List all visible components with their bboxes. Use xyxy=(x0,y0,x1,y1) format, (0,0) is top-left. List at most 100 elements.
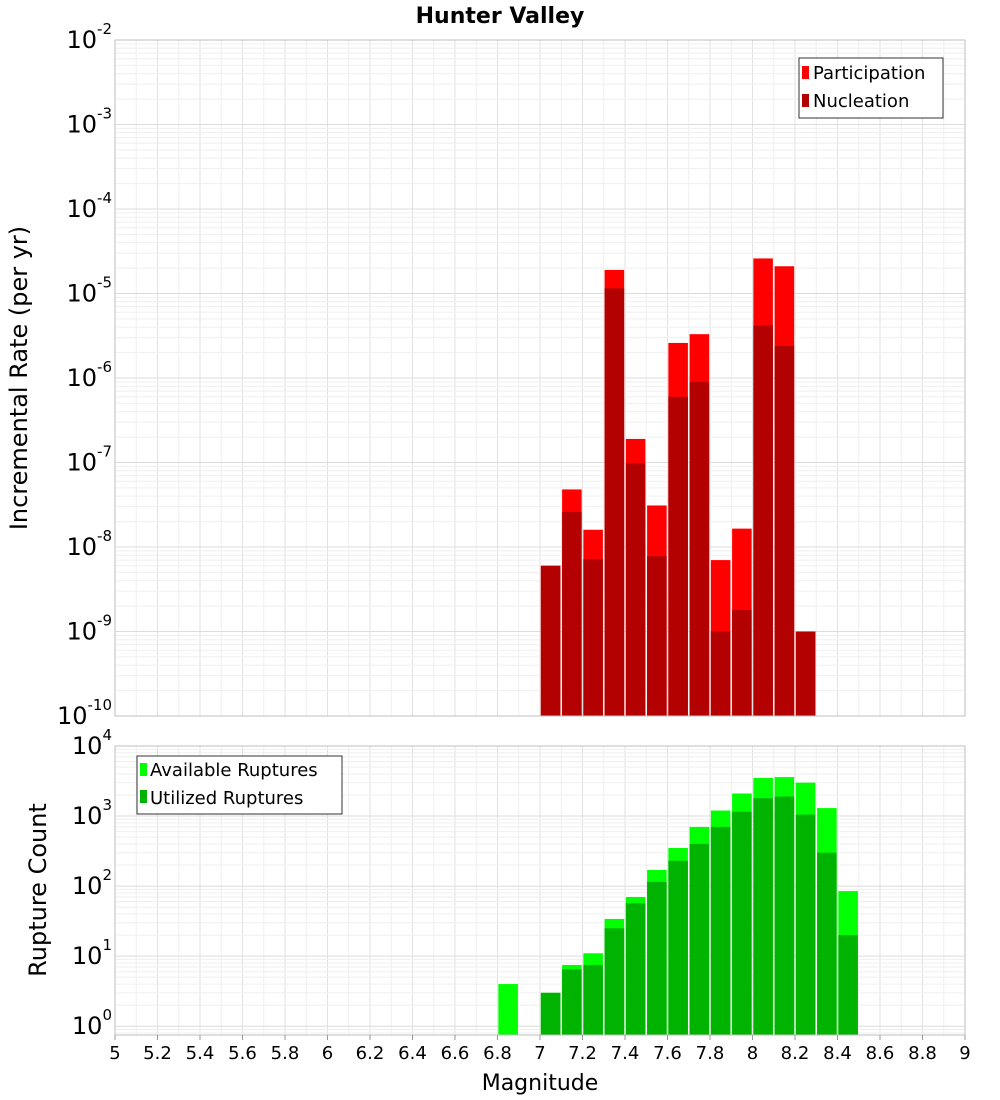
x-tick-label: 5 xyxy=(109,1043,120,1064)
y-tick-label: 10-5 xyxy=(66,274,112,308)
rate-bar-b xyxy=(540,565,561,716)
y-tick-base: 10 xyxy=(72,802,103,830)
rate-legend-box xyxy=(798,57,944,119)
rate-legend: Participation Nucleation xyxy=(798,57,944,119)
y-tick-base: 10 xyxy=(66,449,97,477)
x-tick-label: 8 xyxy=(747,1043,758,1064)
count-legend-box xyxy=(136,755,343,815)
y-tick-base: 10 xyxy=(66,618,97,646)
y-tick-exponent: 2 xyxy=(102,866,112,884)
count-y-axis-label: Rupture Count xyxy=(24,803,52,977)
x-tick-label: 6.4 xyxy=(398,1043,427,1064)
x-tick-label: 7.6 xyxy=(653,1043,682,1064)
available-legend-label: Available Ruptures xyxy=(150,760,318,781)
count-bar-b xyxy=(732,811,752,1035)
y-tick-label: 10-8 xyxy=(66,527,112,561)
participation-swatch xyxy=(802,66,809,79)
y-tick-label: 103 xyxy=(72,796,112,830)
x-tick-label: 8.8 xyxy=(908,1043,937,1064)
y-tick-base: 10 xyxy=(66,280,97,308)
count-bar-b xyxy=(710,826,731,1035)
y-tick-exponent: 4 xyxy=(102,726,112,744)
chart-title: Hunter Valley xyxy=(416,4,585,29)
count-plot-bars xyxy=(498,777,858,1035)
participation-legend-label: Participation xyxy=(813,63,925,84)
count-bar-b xyxy=(817,852,837,1035)
x-tick-label: 5.6 xyxy=(228,1043,257,1064)
rate-bar-b xyxy=(732,609,752,716)
y-tick-exponent: 1 xyxy=(102,936,112,954)
y-tick-base: 10 xyxy=(66,364,97,392)
y-tick-label: 104 xyxy=(72,726,112,760)
nucleation-legend-label: Nucleation xyxy=(813,91,909,112)
count-bar-b xyxy=(583,964,603,1035)
y-tick-base: 10 xyxy=(57,702,88,730)
y-tick-label: 10-10 xyxy=(57,696,112,730)
y-tick-base: 10 xyxy=(72,942,103,970)
x-tick-label: 5.8 xyxy=(271,1043,300,1064)
y-tick-label: 100 xyxy=(72,1006,112,1040)
rate-bar-b xyxy=(689,381,710,716)
rate-bar-b xyxy=(604,288,625,716)
y-tick-exponent: -2 xyxy=(97,20,112,38)
x-axis-label: Magnitude xyxy=(482,1071,599,1096)
count-bar-b xyxy=(625,903,646,1035)
x-tick-label: 6.8 xyxy=(483,1043,512,1064)
y-tick-base: 10 xyxy=(72,732,103,760)
y-tick-label: 10-7 xyxy=(66,443,112,477)
x-tick-label: 7 xyxy=(534,1043,545,1064)
x-tick-label: 6.2 xyxy=(356,1043,385,1064)
count-bar-b xyxy=(562,969,582,1035)
available-swatch xyxy=(140,763,147,776)
count-bar-b xyxy=(604,928,625,1035)
count-bar-b xyxy=(540,992,561,1035)
y-tick-exponent: 3 xyxy=(102,796,112,814)
y-tick-base: 10 xyxy=(66,26,97,54)
y-tick-exponent: -6 xyxy=(97,358,112,376)
rate-y-axis-label: Incremental Rate (per yr) xyxy=(5,226,33,530)
y-tick-exponent: -3 xyxy=(97,105,112,123)
x-tick-label: 5.4 xyxy=(186,1043,215,1064)
count-bar-b xyxy=(838,935,858,1035)
y-tick-label: 10-2 xyxy=(66,20,112,54)
x-tick-label: 8.6 xyxy=(866,1043,895,1064)
y-tick-base: 10 xyxy=(66,111,97,139)
x-tick-label: 8.4 xyxy=(823,1043,852,1064)
rate-bar-b xyxy=(668,396,688,716)
rate-plot-grid xyxy=(115,39,965,717)
count-bar-b xyxy=(689,843,710,1035)
utilized-legend-label: Utilized Ruptures xyxy=(150,788,303,809)
y-tick-label: 10-4 xyxy=(66,189,112,223)
x-tick-label: 6 xyxy=(322,1043,333,1064)
rate-bar-b xyxy=(710,631,731,716)
y-tick-label: 10-6 xyxy=(66,358,112,392)
y-tick-exponent: -7 xyxy=(97,443,112,461)
y-tick-base: 10 xyxy=(66,195,97,223)
count-bar-b xyxy=(795,814,816,1035)
y-tick-base: 10 xyxy=(72,872,103,900)
rate-bar-b xyxy=(795,631,816,716)
y-tick-base: 10 xyxy=(66,533,97,561)
count-bar-a xyxy=(498,984,518,1035)
y-tick-exponent: 0 xyxy=(102,1006,112,1024)
count-legend: Available Ruptures Utilized Ruptures xyxy=(136,755,343,815)
x-tick-label: 7.8 xyxy=(696,1043,725,1064)
rate-bar-b xyxy=(774,345,795,716)
x-tick-label: 7.2 xyxy=(568,1043,597,1064)
x-tick-label: 6.6 xyxy=(441,1043,470,1064)
y-tick-exponent: -4 xyxy=(97,189,112,207)
rate-plot-border xyxy=(114,39,966,717)
y-tick-label: 102 xyxy=(72,866,112,900)
x-tick-label: 7.4 xyxy=(611,1043,640,1064)
y-tick-base: 10 xyxy=(72,1012,103,1040)
y-tick-exponent: -9 xyxy=(97,612,112,630)
y-tick-label: 101 xyxy=(72,936,112,970)
utilized-swatch xyxy=(140,790,147,803)
count-bar-b xyxy=(753,798,773,1035)
rate-bar-b xyxy=(647,556,667,716)
y-tick-label: 10-3 xyxy=(66,105,112,139)
nucleation-swatch xyxy=(802,94,809,107)
